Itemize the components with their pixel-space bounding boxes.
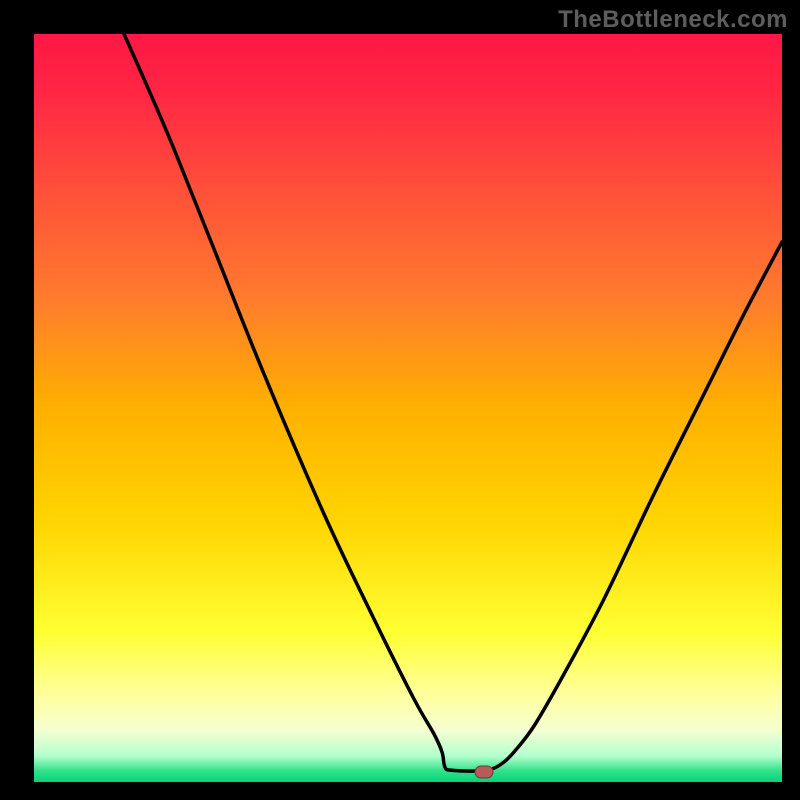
plot-area (34, 34, 782, 782)
gradient-background (34, 34, 782, 782)
bottleneck-chart (34, 34, 782, 782)
watermark-text: TheBottleneck.com (558, 6, 788, 34)
chart-frame: TheBottleneck.com (0, 0, 800, 800)
optimum-marker (475, 766, 493, 778)
